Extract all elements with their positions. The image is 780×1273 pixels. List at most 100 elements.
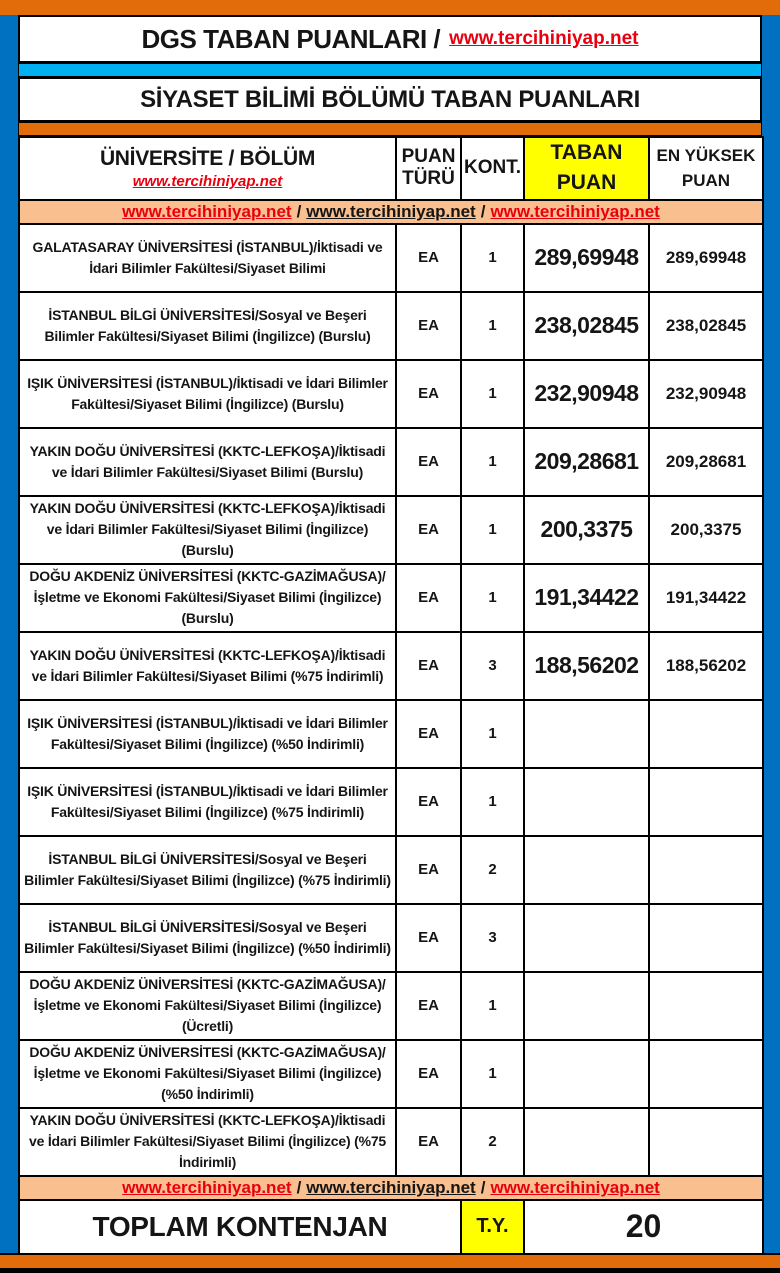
quota-cell: 1 [460, 494, 525, 565]
highest-score-cell: 188,56202 [648, 630, 764, 701]
base-score-cell [523, 970, 650, 1041]
score-type-badge: T.Y. [460, 1198, 525, 1255]
quota-cell: 1 [460, 222, 525, 293]
quota-cell: 3 [460, 630, 525, 701]
score-type-cell: EA [395, 1038, 462, 1109]
promo-link-black[interactable]: www.tercihiniyap.net [306, 201, 476, 221]
orange-divider-bar [18, 122, 762, 136]
base-score-cell [523, 902, 650, 973]
promo-link-red-1[interactable]: www.tercihiniyap.net [122, 1177, 292, 1197]
header-score-type: PUAN TÜRÜ [395, 136, 462, 201]
score-type-cell: EA [395, 834, 462, 905]
table-row: DOĞU AKDENİZ ÜNİVERSİTESİ (KKTC-GAZİMAĞU… [18, 1038, 764, 1109]
base-score-cell [523, 766, 650, 837]
base-score-cell [523, 1106, 650, 1177]
score-type-cell: EA [395, 290, 462, 361]
promo-link-red-2[interactable]: www.tercihiniyap.net [490, 1177, 660, 1197]
table-row: İSTANBUL BİLGİ ÜNİVERSİTESİ/Sosyal ve Be… [18, 290, 764, 361]
total-row: TOPLAM KONTENJAN T.Y. 20 [18, 1198, 764, 1255]
promo-link-red-2[interactable]: www.tercihiniyap.net [490, 201, 660, 221]
score-type-cell: EA [395, 1106, 462, 1177]
score-type-cell: EA [395, 426, 462, 497]
table-body: GALATASARAY ÜNİVERSİTESİ (İSTANBUL)/İkti… [18, 222, 764, 1177]
quota-cell: 1 [460, 426, 525, 497]
cyan-divider-bar [18, 63, 762, 77]
university-cell: IŞIK ÜNİVERSİTESİ (İSTANBUL)/İktisadi ve… [18, 698, 397, 769]
highest-score-cell [648, 1038, 764, 1109]
highest-score-cell [648, 834, 764, 905]
score-type-cell: EA [395, 222, 462, 293]
table-row: YAKIN DOĞU ÜNİVERSİTESİ (KKTC-LEFKOŞA)/İ… [18, 1106, 764, 1177]
promo-row-top: www.tercihiniyap.net / www.tercihiniyap.ne… [18, 198, 764, 225]
promo-separator: / [296, 201, 302, 221]
highest-score-cell: 200,3375 [648, 494, 764, 565]
quota-cell: 1 [460, 290, 525, 361]
table-row: İSTANBUL BİLGİ ÜNİVERSİTESİ/Sosyal ve Be… [18, 902, 764, 973]
header-site-link[interactable]: www.tercihiniyap.net [132, 172, 283, 190]
page-title-box: DGS TABAN PUANLARI / www.tercihiniyap.ne… [18, 15, 762, 63]
highest-score-cell: 191,34422 [648, 562, 764, 633]
content-area: DGS TABAN PUANLARI / www.tercihiniyap.ne… [18, 15, 764, 1255]
top-orange-bar [0, 0, 780, 15]
university-cell: YAKIN DOĞU ÜNİVERSİTESİ (KKTC-LEFKOŞA)/İ… [18, 494, 397, 565]
highest-score-cell [648, 698, 764, 769]
page-title: DGS TABAN PUANLARI / [141, 23, 441, 54]
table-row: DOĞU AKDENİZ ÜNİVERSİTESİ (KKTC-GAZİMAĞU… [18, 562, 764, 633]
base-score-cell [523, 1038, 650, 1109]
base-score-cell: 209,28681 [523, 426, 650, 497]
quota-cell: 1 [460, 562, 525, 633]
base-score-cell: 200,3375 [523, 494, 650, 565]
table-row: DOĞU AKDENİZ ÜNİVERSİTESİ (KKTC-GAZİMAĞU… [18, 970, 764, 1041]
quota-cell: 1 [460, 358, 525, 429]
university-cell: IŞIK ÜNİVERSİTESİ (İSTANBUL)/İktisadi ve… [18, 358, 397, 429]
table-row: İSTANBUL BİLGİ ÜNİVERSİTESİ/Sosyal ve Be… [18, 834, 764, 905]
highest-score-cell [648, 1106, 764, 1177]
highest-score-cell [648, 766, 764, 837]
university-cell: İSTANBUL BİLGİ ÜNİVERSİTESİ/Sosyal ve Be… [18, 834, 397, 905]
page-subtitle: SİYASET BİLİMİ BÖLÜMÜ TABAN PUANLARI [140, 85, 640, 113]
university-cell: DOĞU AKDENİZ ÜNİVERSİTESİ (KKTC-GAZİMAĞU… [18, 1038, 397, 1109]
promo-row-bottom: www.tercihiniyap.net / www.tercihiniyap.ne… [18, 1174, 764, 1201]
score-type-cell: EA [395, 358, 462, 429]
table-row: IŞIK ÜNİVERSİTESİ (İSTANBUL)/İktisadi ve… [18, 766, 764, 837]
promo-separator: / [296, 1177, 302, 1197]
highest-score-cell: 209,28681 [648, 426, 764, 497]
quota-cell: 3 [460, 902, 525, 973]
university-cell: İSTANBUL BİLGİ ÜNİVERSİTESİ/Sosyal ve Be… [18, 290, 397, 361]
base-score-cell: 232,90948 [523, 358, 650, 429]
quota-cell: 1 [460, 766, 525, 837]
university-cell: YAKIN DOĞU ÜNİVERSİTESİ (KKTC-LEFKOŞA)/İ… [18, 426, 397, 497]
score-type-cell: EA [395, 494, 462, 565]
total-label: TOPLAM KONTENJAN [18, 1198, 462, 1255]
score-type-cell: EA [395, 766, 462, 837]
university-cell: DOĞU AKDENİZ ÜNİVERSİTESİ (KKTC-GAZİMAĞU… [18, 562, 397, 633]
header-highest-score: EN YÜKSEK PUAN [648, 136, 764, 201]
page-subtitle-box: SİYASET BİLİMİ BÖLÜMÜ TABAN PUANLARI [18, 77, 762, 122]
base-score-cell: 188,56202 [523, 630, 650, 701]
table-row: IŞIK ÜNİVERSİTESİ (İSTANBUL)/İktisadi ve… [18, 698, 764, 769]
score-type-cell: EA [395, 698, 462, 769]
promo-link-red-1[interactable]: www.tercihiniyap.net [122, 201, 292, 221]
scores-table: ÜNİVERSİTE / BÖLÜM www.tercihiniyap.net … [18, 136, 764, 1255]
quota-cell: 2 [460, 1106, 525, 1177]
score-type-cell: EA [395, 630, 462, 701]
score-type-cell: EA [395, 970, 462, 1041]
table-row: GALATASARAY ÜNİVERSİTESİ (İSTANBUL)/İkti… [18, 222, 764, 293]
table-row: YAKIN DOĞU ÜNİVERSİTESİ (KKTC-LEFKOŞA)/İ… [18, 494, 764, 565]
bottom-orange-bar [0, 1253, 780, 1273]
promo-separator: / [480, 1177, 486, 1197]
base-score-cell [523, 834, 650, 905]
highest-score-cell [648, 902, 764, 973]
header-quota: KONT. [460, 136, 525, 201]
highest-score-cell: 232,90948 [648, 358, 764, 429]
base-score-cell: 289,69948 [523, 222, 650, 293]
header-university: ÜNİVERSİTE / BÖLÜM www.tercihiniyap.net [18, 136, 397, 201]
title-site-link[interactable]: www.tercihiniyap.net [449, 28, 639, 49]
quota-cell: 1 [460, 698, 525, 769]
promo-link-black[interactable]: www.tercihiniyap.net [306, 1177, 476, 1197]
table-row: YAKIN DOĞU ÜNİVERSİTESİ (KKTC-LEFKOŞA)/İ… [18, 426, 764, 497]
university-cell: DOĞU AKDENİZ ÜNİVERSİTESİ (KKTC-GAZİMAĞU… [18, 970, 397, 1041]
university-cell: YAKIN DOĞU ÜNİVERSİTESİ (KKTC-LEFKOŞA)/İ… [18, 1106, 397, 1177]
highest-score-cell: 238,02845 [648, 290, 764, 361]
table-row: IŞIK ÜNİVERSİTESİ (İSTANBUL)/İktisadi ve… [18, 358, 764, 429]
